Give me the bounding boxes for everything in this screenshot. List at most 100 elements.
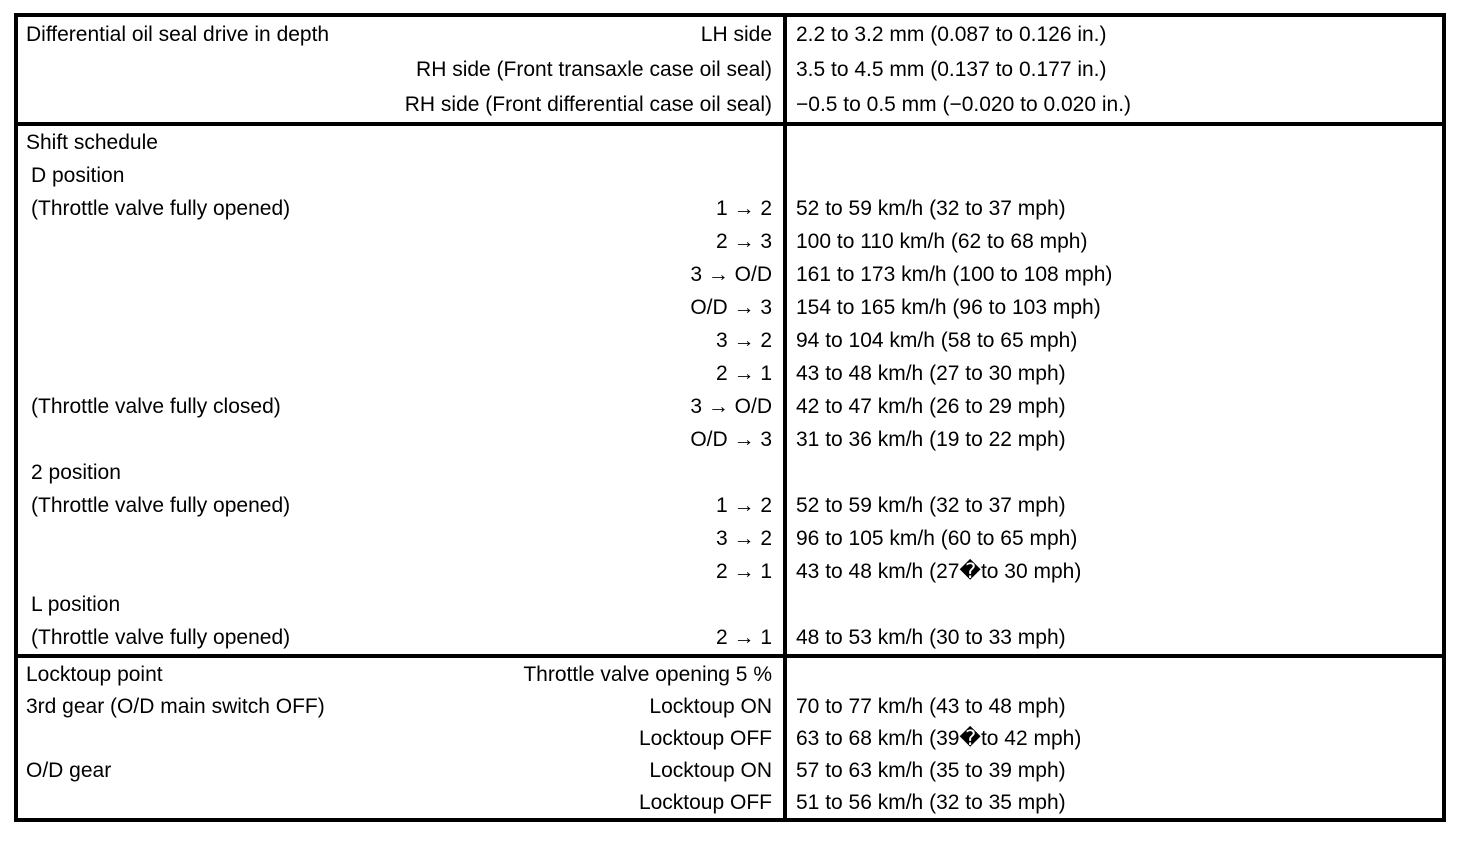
row-value: 94 to 104 km/h (58 to 65 mph) [796,329,1078,352]
table-row: Locktoup OFF 51 to 56 km/h (32 to 35 mph) [18,786,1442,818]
row-sublabel: 1 → 2 [715,197,772,220]
label-cell: O/D → 3 [18,291,787,324]
row-value: 63 to 68 km/h (39�to 42 mph) [796,726,1082,750]
value-cell: 31 to 36 km/h (19 to 22 mph) [787,423,1442,456]
label-cell: RH side (Front transaxle case oil seal) [18,52,787,87]
row-sublabel: RH side (Front transaxle case oil seal) [416,58,772,81]
table-row: Locktoup OFF 63 to 68 km/h (39�to 42 mph) [18,722,1442,754]
row-sublabel: Throttle valve opening 5 % [523,662,772,686]
table-row: RH side (Front differential case oil sea… [18,87,1442,122]
table-row: 3 → O/D 161 to 173 km/h (100 to 108 mph) [18,258,1442,291]
value-cell [787,456,1442,489]
table-row: 3rd gear (O/D main switch OFF) Locktoup O… [18,690,1442,722]
table-row: 2 → 1 43 to 48 km/h (27�to 30 mph) [18,555,1442,588]
value-cell: −0.5 to 0.5 mm (−0.020 to 0.020 in.) [787,87,1442,122]
value-cell [787,658,1442,690]
row-label: 2 position [31,461,121,484]
value-cell: 51 to 56 km/h (32 to 35 mph) [787,786,1442,818]
row-sublabel: 2 → 1 [715,626,772,649]
row-sublabel: 1 → 2 [715,494,772,517]
row-value: 42 to 47 km/h (26 to 29 mph) [796,395,1066,418]
table-row: 2 → 1 43 to 48 km/h (27 to 30 mph) [18,357,1442,390]
value-cell: 154 to 165 km/h (96 to 103 mph) [787,291,1442,324]
table-row: 3 → 2 96 to 105 km/h (60 to 65 mph) [18,522,1442,555]
specification-table: Differential oil seal drive in depth LH s… [14,13,1446,822]
label-cell: 2 → 1 [18,357,787,390]
row-sublabel: LH side [700,23,772,46]
row-value: 48 to 53 km/h (30 to 33 mph) [796,626,1066,649]
label-cell: (Throttle valve fully opened) 2 → 1 [18,621,787,654]
row-value: 52 to 59 km/h (32 to 37 mph) [796,197,1066,220]
section-shift-schedule: Shift schedule D position (Throttle valve … [18,122,1442,654]
value-cell: 43 to 48 km/h (27�to 30 mph) [787,555,1442,588]
row-label: Locktoup point [26,662,163,686]
row-value: 52 to 59 km/h (32 to 37 mph) [796,494,1066,517]
row-sublabel: 3 → O/D [690,395,772,418]
section-differential-oil-seal: Differential oil seal drive in depth LH s… [18,17,1442,122]
label-cell: L position [18,588,787,621]
label-cell: (Throttle valve fully opened) 1 → 2 [18,192,787,225]
table-row: O/D gear Locktoup ON 57 to 63 km/h (35 to … [18,754,1442,786]
value-cell: 48 to 53 km/h (30 to 33 mph) [787,621,1442,654]
row-sublabel: Locktoup ON [649,758,772,782]
row-sublabel: 3 → O/D [690,263,772,286]
value-cell: 96 to 105 km/h (60 to 65 mph) [787,522,1442,555]
label-cell: Shift schedule [18,126,787,159]
row-label: L position [31,593,121,616]
row-label: (Throttle valve fully opened) [31,494,291,517]
row-sublabel: 2 → 3 [715,230,772,253]
table-row: Shift schedule [18,126,1442,159]
table-row: (Throttle valve fully opened) 1 → 2 52 to … [18,192,1442,225]
value-cell: 43 to 48 km/h (27 to 30 mph) [787,357,1442,390]
label-cell: O/D gear Locktoup ON [18,754,787,786]
section-locktoup-point: Locktoup point Throttle valve opening 5 %… [18,654,1442,818]
row-sublabel: 2 → 1 [715,362,772,385]
label-cell: 2 → 3 [18,225,787,258]
row-label: Differential oil seal drive in depth [26,23,330,46]
row-label: (Throttle valve fully opened) [31,197,291,220]
row-value: 31 to 36 km/h (19 to 22 mph) [796,428,1066,451]
value-cell: 100 to 110 km/h (62 to 68 mph) [787,225,1442,258]
label-cell: 3 → 2 [18,522,787,555]
label-cell: 3rd gear (O/D main switch OFF) Locktoup O… [18,690,787,722]
table-row: L position [18,588,1442,621]
table-row: 3 → 2 94 to 104 km/h (58 to 65 mph) [18,324,1442,357]
label-cell: 3 → 2 [18,324,787,357]
value-cell: 2.2 to 3.2 mm (0.087 to 0.126 in.) [787,17,1442,52]
table-row: 2 position [18,456,1442,489]
row-value: 96 to 105 km/h (60 to 65 mph) [796,527,1078,550]
label-cell: Differential oil seal drive in depth LH s… [18,17,787,52]
value-cell: 57 to 63 km/h (35 to 39 mph) [787,754,1442,786]
row-label: (Throttle valve fully opened) [31,626,291,649]
row-value: 43 to 48 km/h (27 to 30 mph) [796,362,1066,385]
label-cell: 2 → 1 [18,555,787,588]
table-row: RH side (Front transaxle case oil seal) 3… [18,52,1442,87]
label-cell: 2 position [18,456,787,489]
row-value: 161 to 173 km/h (100 to 108 mph) [796,263,1113,286]
label-cell: D position [18,159,787,192]
value-cell: 94 to 104 km/h (58 to 65 mph) [787,324,1442,357]
value-cell: 63 to 68 km/h (39�to 42 mph) [787,722,1442,754]
table-row: O/D → 3 31 to 36 km/h (19 to 22 mph) [18,423,1442,456]
row-value: 2.2 to 3.2 mm (0.087 to 0.126 in.) [796,23,1107,46]
row-label: (Throttle valve fully closed) [31,395,281,418]
row-label: O/D gear [26,758,112,782]
row-value: 3.5 to 4.5 mm (0.137 to 0.177 in.) [796,58,1107,81]
value-cell: 42 to 47 km/h (26 to 29 mph) [787,390,1442,423]
row-sublabel: 3 → 2 [715,329,772,352]
label-cell: Locktoup OFF [18,722,787,754]
table-row: 2 → 3 100 to 110 km/h (62 to 68 mph) [18,225,1442,258]
value-cell: 52 to 59 km/h (32 to 37 mph) [787,192,1442,225]
row-sublabel: 2 → 1 [715,560,772,583]
row-value: 43 to 48 km/h (27�to 30 mph) [796,560,1082,583]
value-cell [787,126,1442,159]
table-row: D position [18,159,1442,192]
row-sublabel: O/D → 3 [690,296,772,319]
row-sublabel: 3 → 2 [715,527,772,550]
table-row: (Throttle valve fully opened) 2 → 1 48 to … [18,621,1442,654]
value-cell: 52 to 59 km/h (32 to 37 mph) [787,489,1442,522]
row-sublabel: Locktoup OFF [638,726,772,750]
row-sublabel: Locktoup OFF [638,790,772,814]
row-value: 100 to 110 km/h (62 to 68 mph) [796,230,1088,253]
table-row: O/D → 3 154 to 165 km/h (96 to 103 mph) [18,291,1442,324]
